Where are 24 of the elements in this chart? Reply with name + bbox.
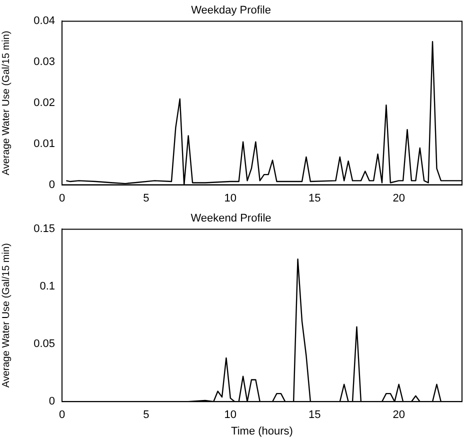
y-axis-title: Average Water Use (Gal/15 min) bbox=[0, 243, 12, 388]
x-tick-label: 20 bbox=[392, 409, 405, 422]
y-tick-label: 0.04 bbox=[34, 15, 55, 28]
x-tick-label: 10 bbox=[224, 192, 237, 204]
x-tick-label: 5 bbox=[143, 192, 150, 204]
y-tick-label: 0.05 bbox=[34, 338, 55, 350]
y-tick-label: 0.1 bbox=[40, 280, 55, 293]
x-tick-label: 20 bbox=[392, 192, 405, 204]
y-tick-label: 0 bbox=[48, 178, 55, 191]
x-tick-label: 10 bbox=[224, 409, 237, 422]
y-axis-title: Average Water Use (Gal/15 min) bbox=[0, 30, 12, 176]
x-tick-label: 0 bbox=[58, 192, 66, 204]
x-axis-title: Time (hours) bbox=[231, 425, 293, 438]
chart-title: Weekday Profile bbox=[191, 4, 271, 17]
x-tick-label: 0 bbox=[58, 409, 66, 422]
x-tick-label: 15 bbox=[308, 192, 321, 204]
x-tick-label: 5 bbox=[143, 409, 150, 422]
chart-title: Weekend Profile bbox=[190, 212, 272, 225]
y-tick-label: 0.03 bbox=[34, 56, 55, 68]
y-tick-label: 0 bbox=[48, 396, 55, 408]
y-tick-label: 0.01 bbox=[34, 138, 55, 150]
x-tick-label: 15 bbox=[308, 409, 321, 422]
y-tick-label: 0.15 bbox=[34, 223, 55, 236]
y-tick-label: 0.02 bbox=[34, 97, 55, 110]
